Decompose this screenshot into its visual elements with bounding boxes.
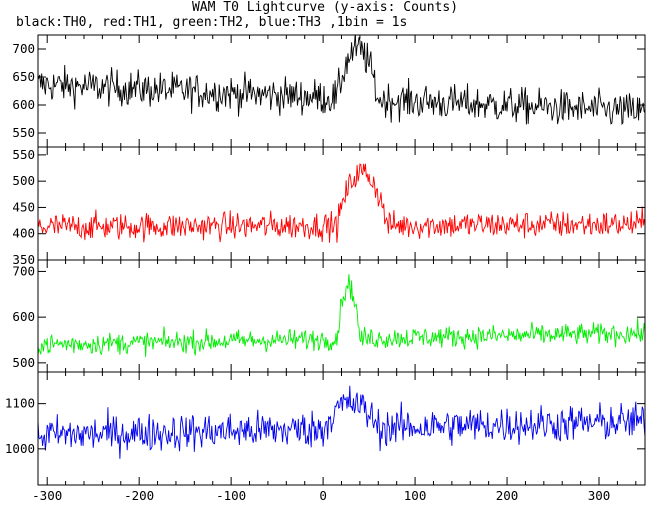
y-tick-label: 550 bbox=[12, 147, 35, 162]
x-tick-label: 300 bbox=[588, 488, 611, 503]
panel-frame-th1 bbox=[37, 146, 646, 261]
y-tick-label: 450 bbox=[12, 199, 35, 214]
x-tick-label: -200 bbox=[124, 488, 154, 503]
series-line-th2 bbox=[38, 274, 645, 357]
y-tick-label: 600 bbox=[12, 97, 35, 112]
chart-title: WAM T0 Lightcurve (y-axis: Counts) bbox=[191, 0, 459, 15]
y-tick-label: 400 bbox=[12, 226, 35, 241]
series-line-th0 bbox=[38, 35, 645, 126]
x-tick-label: -300 bbox=[32, 488, 62, 503]
x-tick-label: -100 bbox=[216, 488, 246, 503]
y-tick-label: 650 bbox=[12, 69, 35, 84]
y-tick-label: 350 bbox=[12, 252, 35, 267]
series-line-th1 bbox=[38, 163, 645, 243]
x-tick-label: 100 bbox=[404, 488, 427, 503]
y-tick-label: 500 bbox=[12, 355, 35, 370]
y-tick-label: 700 bbox=[12, 263, 35, 278]
y-tick-label: 1100 bbox=[5, 396, 35, 411]
y-tick-label: 600 bbox=[12, 309, 35, 324]
y-tick-label: 1000 bbox=[5, 441, 35, 456]
y-tick-label: 500 bbox=[12, 173, 35, 188]
y-tick-label: 700 bbox=[12, 41, 35, 56]
x-tick-label: 200 bbox=[496, 488, 519, 503]
series-line-th3 bbox=[38, 385, 645, 459]
x-tick-label: 0 bbox=[319, 488, 327, 503]
y-tick-label: 550 bbox=[12, 125, 35, 140]
panel-frame-th2 bbox=[37, 259, 646, 373]
chart-subtitle: black:TH0, red:TH1, green:TH2, blue:TH3 … bbox=[16, 15, 408, 30]
